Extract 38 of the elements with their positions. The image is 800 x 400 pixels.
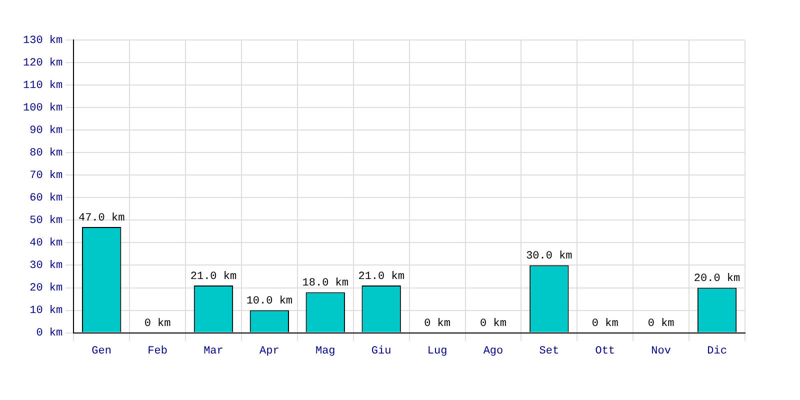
x-tick-label: Lug bbox=[427, 345, 448, 358]
data-label: 20.0 km bbox=[694, 273, 741, 286]
data-label: 30.0 km bbox=[526, 250, 573, 263]
y-tick-label: 60 km bbox=[30, 192, 63, 205]
data-label: 0 km bbox=[424, 318, 451, 330]
y-tick-label: 0 km bbox=[36, 328, 64, 340]
y-tick-label: 120 km bbox=[22, 57, 63, 70]
x-tick-label: Nov bbox=[651, 345, 672, 358]
y-tick-label: 70 km bbox=[30, 170, 63, 182]
data-label: 21.0 km bbox=[358, 270, 405, 283]
x-tick-label: Ago bbox=[483, 345, 504, 358]
data-label: 18.0 km bbox=[302, 278, 349, 290]
x-tick-label: Mar bbox=[204, 345, 224, 358]
y-tick-label: 130 km bbox=[22, 34, 63, 47]
data-label: 0 km bbox=[144, 318, 172, 330]
y-tick-label: 100 km bbox=[22, 102, 63, 114]
x-tick-label: Mag bbox=[315, 345, 336, 358]
data-label: 47.0 km bbox=[78, 212, 126, 224]
y-tick-label: 10 km bbox=[30, 305, 63, 318]
data-label: 0 km bbox=[480, 318, 507, 330]
data-label: 0 km bbox=[592, 318, 619, 330]
data-label: 0 km bbox=[648, 318, 675, 330]
x-tick-label: Feb bbox=[148, 345, 168, 358]
x-tick-label: Dic bbox=[707, 345, 727, 358]
y-tick-label: 90 km bbox=[30, 125, 63, 137]
y-tick-label: 30 km bbox=[30, 260, 63, 272]
y-tick-label: 50 km bbox=[30, 215, 63, 228]
x-tick-label: Set bbox=[539, 345, 560, 358]
y-tick-label: 80 km bbox=[30, 148, 63, 160]
data-label: 10.0 km bbox=[246, 296, 293, 308]
y-tick-label: 20 km bbox=[30, 282, 63, 295]
data-label: 21.0 km bbox=[190, 270, 237, 283]
x-tick-label: Apr bbox=[260, 345, 280, 358]
x-tick-label: Ott bbox=[595, 345, 616, 358]
x-tick-label: Giu bbox=[371, 345, 392, 358]
x-tick-label: Gen bbox=[92, 345, 112, 358]
y-tick-label: 40 km bbox=[30, 238, 63, 250]
y-tick-label: 110 km bbox=[22, 80, 63, 92]
